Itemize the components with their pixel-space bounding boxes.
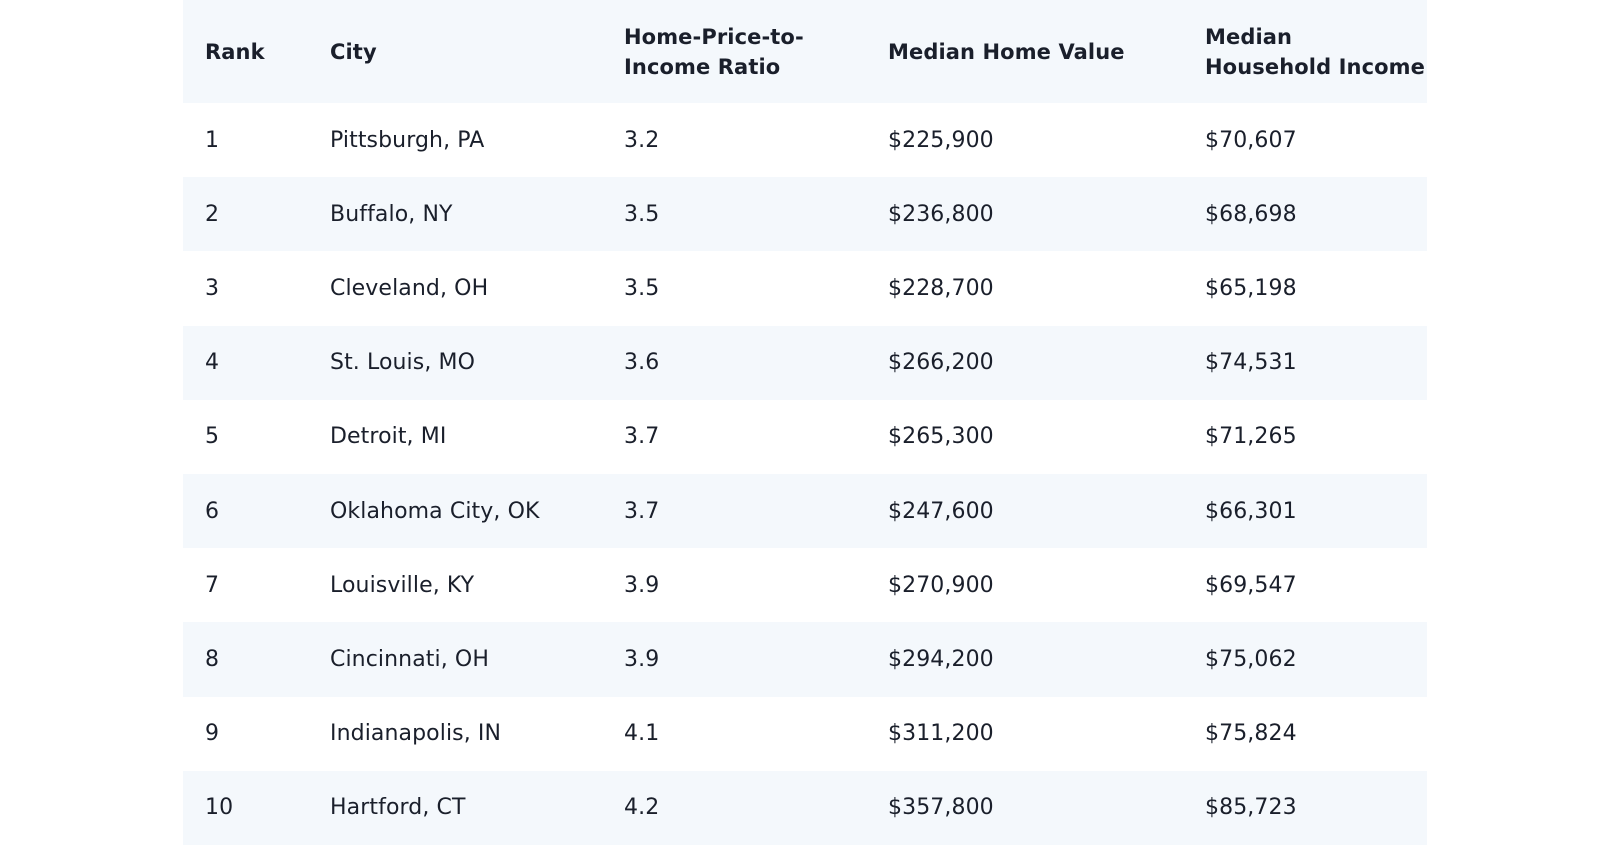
table-row: 3 Cleveland, OH 3.5 $228,700 $65,198 [183, 251, 1427, 325]
cell-income: $66,301 [1205, 498, 1297, 524]
cell-home-value: $266,200 [888, 350, 994, 376]
header-rank: Rank [205, 39, 265, 64]
table-row: 7 Louisville, KY 3.9 $270,900 $69,547 [183, 548, 1427, 622]
cell-ratio: 3.9 [624, 572, 660, 598]
cell-rank: 2 [205, 201, 220, 227]
table-header: Rank City Home-Price-to-Income Ratio Med… [183, 0, 1427, 103]
cell-ratio: 3.7 [624, 424, 660, 450]
cell-home-value: $294,200 [888, 646, 994, 672]
cell-rank: 9 [205, 721, 220, 747]
header-ratio-label: Home-Price-to-Income Ratio [624, 24, 804, 79]
cell-home-value: $311,200 [888, 721, 994, 747]
table-row: 6 Oklahoma City, OK 3.7 $247,600 $66,301 [183, 473, 1427, 549]
cell-rank: 4 [205, 350, 220, 376]
table-body: 1 Pittsburgh, PA 3.2 $225,900 $70,607 2 Buffal… [183, 103, 1427, 845]
affordability-table: Rank City Home-Price-to-Income Ratio Med… [183, 0, 1427, 845]
cell-rank: 7 [205, 572, 220, 598]
header-income-label: Median Household Income [1205, 24, 1425, 79]
cell-home-value: $247,600 [888, 498, 994, 524]
header-row: Rank City Home-Price-to-Income Ratio Med… [183, 0, 1427, 103]
table-row: 9 Indianapolis, IN 4.1 $311,200 $75,824 [183, 697, 1427, 771]
cell-ratio: 3.7 [624, 498, 660, 524]
cell-home-value: $265,300 [888, 424, 994, 450]
cell-home-value: $270,900 [888, 572, 994, 598]
header-income: Median Household Income [1183, 0, 1427, 103]
cell-city: Indianapolis, IN [330, 721, 502, 747]
cell-income: $71,265 [1205, 424, 1297, 450]
cell-ratio: 3.5 [624, 275, 660, 301]
header-city: City [330, 39, 377, 64]
cell-city: Cincinnati, OH [330, 646, 489, 672]
cell-ratio: 3.9 [624, 646, 660, 672]
cell-city: Cleveland, OH [330, 275, 489, 301]
header-ratio: Home-Price-to-Income Ratio [602, 0, 866, 103]
cell-home-value: $225,900 [888, 127, 994, 153]
cell-home-value: $236,800 [888, 201, 994, 227]
table-row: 4 St. Louis, MO 3.6 $266,200 $74,531 [183, 325, 1427, 400]
cell-rank: 1 [205, 127, 220, 153]
cell-income: $70,607 [1205, 127, 1297, 153]
cell-home-value: $228,700 [888, 275, 994, 301]
cell-ratio: 3.6 [624, 350, 660, 376]
cell-rank: 3 [205, 275, 220, 301]
cell-rank: 5 [205, 424, 220, 450]
cell-home-value: $357,800 [888, 795, 994, 821]
table-row: 5 Detroit, MI 3.7 $265,300 $71,265 [183, 400, 1427, 474]
cell-ratio: 3.2 [624, 127, 660, 153]
cell-city: Detroit, MI [330, 424, 447, 450]
cell-income: $85,723 [1205, 795, 1297, 821]
cell-city: Louisville, KY [330, 572, 475, 598]
cell-income: $74,531 [1205, 350, 1297, 376]
cell-city: Hartford, CT [330, 795, 466, 821]
cell-rank: 8 [205, 646, 220, 672]
cell-income: $65,198 [1205, 275, 1297, 301]
cell-income: $68,698 [1205, 201, 1297, 227]
table-row: 10 Hartford, CT 4.2 $357,800 $85,723 [183, 770, 1427, 845]
header-home-value: Median Home Value [888, 39, 1125, 64]
table-row: 8 Cincinnati, OH 3.9 $294,200 $75,062 [183, 622, 1427, 697]
cell-city: Pittsburgh, PA [330, 127, 485, 153]
cell-income: $75,824 [1205, 721, 1297, 747]
cell-ratio: 4.2 [624, 795, 660, 821]
affordability-table-container: Rank City Home-Price-to-Income Ratio Med… [183, 0, 1427, 845]
cell-city: St. Louis, MO [330, 350, 476, 376]
table-row: 1 Pittsburgh, PA 3.2 $225,900 $70,607 [183, 103, 1427, 177]
cell-income: $69,547 [1205, 572, 1297, 598]
cell-city: Oklahoma City, OK [330, 498, 540, 524]
cell-city: Buffalo, NY [330, 201, 453, 227]
table-row: 2 Buffalo, NY 3.5 $236,800 $68,698 [183, 177, 1427, 252]
cell-income: $75,062 [1205, 646, 1297, 672]
cell-ratio: 4.1 [624, 721, 660, 747]
cell-rank: 6 [205, 498, 220, 524]
cell-ratio: 3.5 [624, 201, 660, 227]
cell-rank: 10 [205, 795, 234, 821]
